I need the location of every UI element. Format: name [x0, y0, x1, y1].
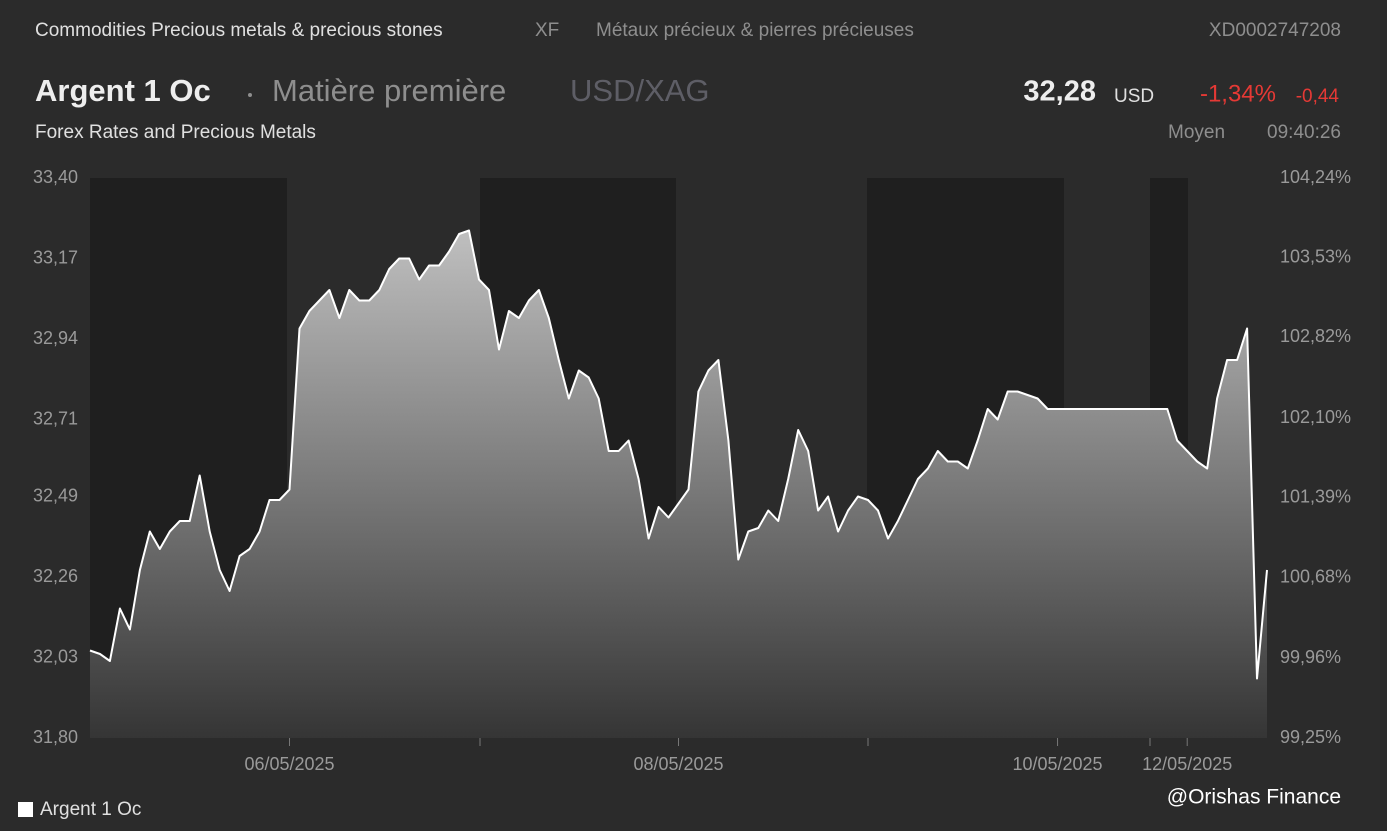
category-fr: Métaux précieux & pierres précieuses [596, 20, 914, 41]
price-type: Moyen [1168, 122, 1225, 143]
y2-tick-label: 102,10% [1280, 407, 1351, 427]
watermark: @Orishas Finance [1167, 786, 1341, 809]
instrument-name: Argent 1 Oc [35, 73, 211, 108]
y-tick-label: 32,94 [33, 328, 78, 348]
y-tick-label: 33,40 [33, 167, 78, 187]
y2-tick-label: 103,53% [1280, 246, 1351, 266]
separator-dot [248, 93, 252, 97]
y-tick-label: 32,03 [33, 646, 78, 666]
y2-tick-label: 99,96% [1280, 647, 1341, 667]
y-tick-label: 32,71 [33, 408, 78, 428]
time: 09:40:26 [1267, 122, 1341, 143]
y-tick-label: 32,49 [33, 485, 78, 505]
source: Forex Rates and Precious Metals [35, 122, 316, 143]
y-tick-label: 33,17 [33, 247, 78, 267]
price: 32,28 [1023, 76, 1096, 108]
exchange: XF [535, 20, 559, 41]
line [89, 229, 1268, 680]
y-tick-label: 31,80 [33, 727, 78, 747]
area [90, 230, 1267, 738]
change-pct: -1,34% [1200, 80, 1276, 107]
currency: USD [1114, 86, 1154, 107]
y-tick-label: 32,26 [33, 566, 78, 586]
isin: XD0002747208 [1209, 20, 1341, 41]
x-tick-label: 06/05/2025 [244, 754, 334, 774]
x-tick-label: 10/05/2025 [1012, 754, 1102, 774]
y2-tick-label: 99,25% [1280, 727, 1341, 747]
category: Commodities Precious metals & precious s… [35, 20, 443, 41]
y2-tick-label: 100,68% [1280, 566, 1351, 586]
pair: USD/XAG [570, 73, 710, 108]
y2-tick-label: 104,24% [1280, 167, 1351, 187]
legend-label: Argent 1 Oc [40, 799, 141, 820]
y2-tick-label: 102,82% [1280, 326, 1351, 346]
x-tick-label: 12/05/2025 [1142, 754, 1232, 774]
instrument-kind: Matière première [272, 73, 506, 108]
legend-swatch [18, 802, 33, 817]
x-minor-ticks [479, 738, 1151, 746]
change: -0,44 [1296, 86, 1340, 107]
x-tick-label: 08/05/2025 [633, 754, 723, 774]
y2-tick-label: 101,39% [1280, 487, 1351, 507]
